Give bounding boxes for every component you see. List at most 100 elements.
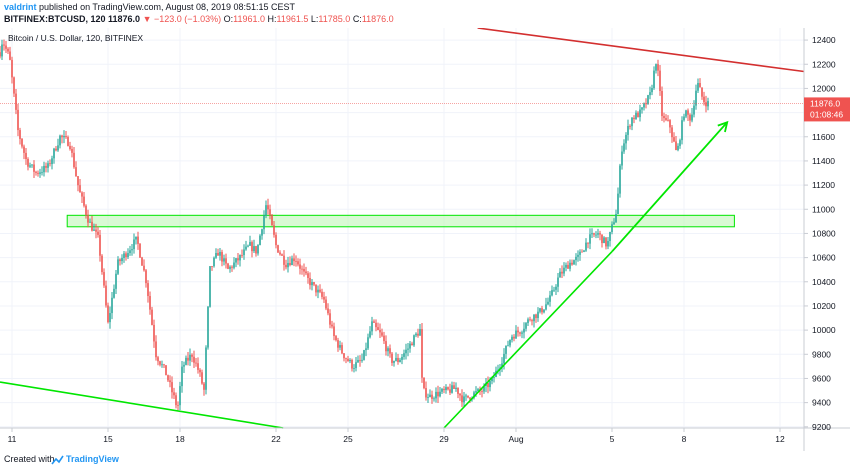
candlestick-series[interactable] bbox=[0, 39, 709, 411]
candle-body[interactable] bbox=[539, 308, 541, 312]
candle-body[interactable] bbox=[617, 193, 619, 215]
candle-body[interactable] bbox=[219, 251, 221, 256]
candle-body[interactable] bbox=[621, 151, 623, 166]
candle-body[interactable] bbox=[423, 377, 425, 389]
candle-body[interactable] bbox=[623, 143, 625, 152]
candle-body[interactable] bbox=[95, 229, 97, 232]
candle-body[interactable] bbox=[455, 387, 457, 389]
candle-body[interactable] bbox=[115, 273, 117, 289]
candle-body[interactable] bbox=[155, 341, 157, 358]
candle-body[interactable] bbox=[25, 152, 27, 160]
candle-body[interactable] bbox=[87, 214, 89, 223]
candle-body[interactable] bbox=[441, 388, 443, 392]
candle-body[interactable] bbox=[297, 261, 299, 265]
candle-body[interactable] bbox=[151, 309, 153, 325]
candle-body[interactable] bbox=[615, 214, 617, 223]
candle-body[interactable] bbox=[385, 341, 387, 352]
candle-body[interactable] bbox=[1, 44, 3, 57]
candle-body[interactable] bbox=[703, 96, 705, 103]
candle-body[interactable] bbox=[59, 135, 61, 146]
candle-body[interactable] bbox=[555, 286, 557, 290]
candle-body[interactable] bbox=[71, 149, 73, 153]
candle-body[interactable] bbox=[199, 369, 201, 373]
candle-body[interactable] bbox=[207, 306, 209, 348]
candle-body[interactable] bbox=[171, 382, 173, 393]
candle-body[interactable] bbox=[233, 262, 235, 268]
candle-body[interactable] bbox=[223, 258, 225, 262]
candle-body[interactable] bbox=[665, 118, 667, 120]
candle-body[interactable] bbox=[251, 242, 253, 252]
candle-body[interactable] bbox=[67, 137, 69, 146]
candle-body[interactable] bbox=[477, 389, 479, 392]
candle-body[interactable] bbox=[149, 296, 151, 310]
candle-body[interactable] bbox=[265, 205, 267, 216]
candle-body[interactable] bbox=[213, 257, 215, 267]
candle-body[interactable] bbox=[139, 243, 141, 258]
candle-body[interactable] bbox=[525, 323, 527, 329]
candle-body[interactable] bbox=[649, 92, 651, 96]
candle-body[interactable] bbox=[367, 337, 369, 349]
candle-body[interactable] bbox=[245, 246, 247, 250]
candle-body[interactable] bbox=[669, 120, 671, 128]
candle-body[interactable] bbox=[293, 258, 295, 262]
candle-body[interactable] bbox=[41, 172, 43, 174]
candle-body[interactable] bbox=[23, 146, 25, 153]
candle-body[interactable] bbox=[7, 48, 9, 52]
candle-body[interactable] bbox=[677, 145, 679, 151]
candle-body[interactable] bbox=[355, 362, 357, 369]
candle-body[interactable] bbox=[77, 176, 79, 186]
candle-body[interactable] bbox=[261, 229, 263, 236]
candle-body[interactable] bbox=[43, 165, 45, 173]
candle-body[interactable] bbox=[175, 395, 177, 406]
candle-body[interactable] bbox=[307, 273, 309, 278]
candle-body[interactable] bbox=[697, 83, 699, 91]
candle-body[interactable] bbox=[473, 392, 475, 398]
candle-body[interactable] bbox=[373, 321, 375, 323]
candle-body[interactable] bbox=[389, 348, 391, 354]
candle-body[interactable] bbox=[97, 231, 99, 235]
resistance-zone[interactable] bbox=[66, 214, 735, 228]
candle-body[interactable] bbox=[201, 372, 203, 384]
candle-body[interactable] bbox=[527, 319, 529, 324]
candle-body[interactable] bbox=[685, 110, 687, 117]
candle-body[interactable] bbox=[13, 77, 15, 94]
candle-body[interactable] bbox=[91, 221, 93, 231]
candle-body[interactable] bbox=[585, 242, 587, 251]
candle-body[interactable] bbox=[227, 263, 229, 269]
candle-body[interactable] bbox=[701, 87, 703, 97]
candle-body[interactable] bbox=[169, 380, 171, 383]
candle-body[interactable] bbox=[349, 359, 351, 362]
candle-body[interactable] bbox=[587, 242, 589, 244]
candle-body[interactable] bbox=[221, 251, 223, 262]
candle-body[interactable] bbox=[399, 359, 401, 362]
candle-body[interactable] bbox=[387, 348, 389, 352]
candle-body[interactable] bbox=[353, 368, 355, 369]
candle-body[interactable] bbox=[629, 125, 631, 127]
candle-body[interactable] bbox=[377, 327, 379, 331]
candle-body[interactable] bbox=[183, 364, 185, 367]
candle-body[interactable] bbox=[523, 328, 525, 333]
candle-body[interactable] bbox=[101, 255, 103, 273]
candle-body[interactable] bbox=[641, 107, 643, 110]
candle-body[interactable] bbox=[123, 253, 125, 258]
candle-body[interactable] bbox=[451, 385, 453, 393]
candle-body[interactable] bbox=[93, 229, 95, 231]
candle-body[interactable] bbox=[69, 145, 71, 150]
candle-body[interactable] bbox=[457, 387, 459, 394]
candle-body[interactable] bbox=[289, 262, 291, 266]
candle-body[interactable] bbox=[483, 385, 485, 392]
candle-body[interactable] bbox=[607, 241, 609, 247]
candle-body[interactable] bbox=[529, 319, 531, 321]
candle-body[interactable] bbox=[133, 239, 135, 250]
candle-body[interactable] bbox=[53, 148, 55, 159]
candle-body[interactable] bbox=[15, 93, 17, 110]
candle-body[interactable] bbox=[39, 172, 41, 174]
candle-body[interactable] bbox=[573, 260, 575, 265]
candle-body[interactable] bbox=[83, 196, 85, 206]
candle-body[interactable] bbox=[589, 234, 591, 244]
candle-body[interactable] bbox=[531, 320, 533, 322]
candle-body[interactable] bbox=[443, 388, 445, 391]
candle-body[interactable] bbox=[627, 125, 629, 135]
candle-body[interactable] bbox=[663, 116, 665, 119]
candle-body[interactable] bbox=[259, 235, 261, 246]
